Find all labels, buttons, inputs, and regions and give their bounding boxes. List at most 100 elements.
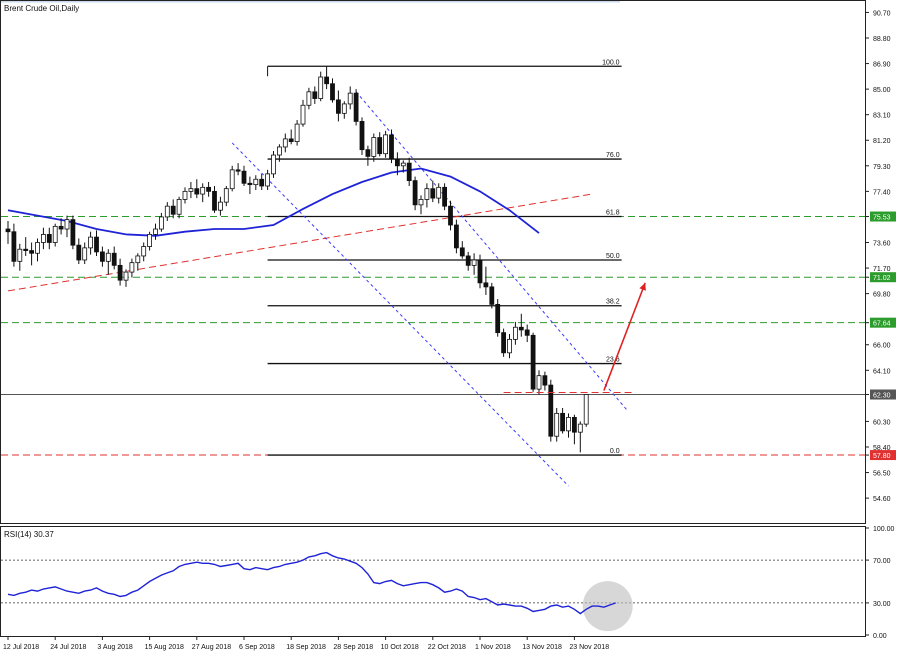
price-tag-19 bbox=[870, 450, 896, 461]
candle-57 bbox=[341, 101, 347, 119]
candle-63 bbox=[377, 132, 383, 157]
candle-25 bbox=[153, 223, 158, 240]
fib-label-2: 61.8 bbox=[606, 210, 620, 217]
trendlines-layer bbox=[7, 91, 628, 487]
axis-layer: 90.70 88.80 86.90 85.00 83.10 81.20 79.30 77.40… bbox=[3, 10, 896, 651]
candle-42 bbox=[253, 175, 259, 191]
candle-58 bbox=[347, 86, 353, 110]
candle-81 bbox=[483, 266, 489, 295]
candle-79 bbox=[471, 253, 477, 275]
candle-21 bbox=[129, 258, 135, 278]
candle-body bbox=[141, 246, 147, 257]
candle-85 bbox=[507, 333, 512, 359]
candle-body bbox=[400, 162, 406, 167]
candle-body bbox=[513, 326, 518, 340]
candle-body bbox=[82, 247, 88, 261]
candle-1 bbox=[11, 223, 17, 267]
candle-12 bbox=[76, 238, 82, 265]
candle-13 bbox=[82, 242, 88, 265]
rsi-line bbox=[7, 551, 616, 615]
candle-38 bbox=[229, 165, 235, 192]
candle-56 bbox=[335, 90, 341, 122]
fib-label-4: 38.2 bbox=[606, 299, 620, 306]
candle-43 bbox=[259, 173, 265, 191]
candle-body bbox=[76, 244, 82, 261]
price-label-4: 83.10 bbox=[873, 113, 891, 120]
candle-0 bbox=[5, 220, 11, 244]
candle-body bbox=[518, 326, 524, 331]
date-label-5: 6 Sep 2018 bbox=[239, 644, 275, 651]
candle-52 bbox=[312, 86, 318, 104]
price-label-19: 57.80 bbox=[873, 453, 891, 460]
price-label-1: 88.80 bbox=[873, 36, 891, 43]
candle-45 bbox=[271, 151, 276, 178]
candle-73 bbox=[436, 183, 442, 204]
candle-body bbox=[430, 188, 436, 199]
candle-97 bbox=[577, 421, 583, 453]
price-label-9: 73.60 bbox=[873, 240, 891, 247]
candle-body bbox=[489, 286, 495, 305]
candle-40 bbox=[241, 165, 247, 186]
candle-body bbox=[23, 248, 29, 251]
candle-body bbox=[41, 234, 46, 243]
candle-body bbox=[306, 91, 312, 106]
candle-body bbox=[253, 178, 259, 186]
candle-body bbox=[318, 76, 324, 99]
candle-body bbox=[129, 262, 135, 273]
candle-70 bbox=[418, 195, 424, 215]
candle-body bbox=[94, 236, 99, 253]
candle-20 bbox=[123, 269, 129, 287]
price-label-6: 79.30 bbox=[873, 164, 891, 171]
candle-body bbox=[235, 169, 241, 172]
candle-body bbox=[335, 99, 341, 114]
candle-body bbox=[247, 182, 253, 186]
candle-body bbox=[324, 76, 330, 85]
candle-14 bbox=[88, 231, 93, 255]
fib-label-6: 0.0 bbox=[610, 448, 620, 455]
channel-lower-line bbox=[231, 142, 569, 487]
candle-body bbox=[70, 219, 76, 246]
candle-5 bbox=[35, 238, 40, 262]
candle-55 bbox=[330, 78, 335, 103]
candle-body bbox=[583, 394, 589, 425]
candle-body bbox=[206, 186, 212, 192]
candle-body bbox=[406, 162, 412, 182]
candle-body bbox=[5, 228, 11, 233]
candle-body bbox=[330, 83, 335, 101]
candle-7 bbox=[46, 227, 52, 250]
candle-body bbox=[111, 252, 117, 266]
candle-27 bbox=[164, 202, 170, 221]
candle-61 bbox=[365, 145, 371, 166]
candle-54 bbox=[324, 66, 330, 90]
candle-84 bbox=[501, 328, 507, 357]
candle-53 bbox=[318, 71, 324, 102]
candle-body bbox=[371, 137, 377, 157]
date-label-9: 22 Oct 2018 bbox=[428, 644, 466, 651]
candle-body bbox=[530, 334, 536, 390]
candle-body bbox=[548, 384, 554, 437]
candle-body bbox=[448, 205, 453, 226]
candle-body bbox=[135, 255, 141, 264]
candle-body bbox=[176, 199, 182, 215]
candle-body bbox=[271, 154, 276, 175]
candle-93 bbox=[554, 407, 560, 442]
date-label-0: 12 Jul 2018 bbox=[3, 644, 39, 651]
candle-body bbox=[471, 259, 477, 266]
overlay-layer bbox=[503, 282, 646, 393]
price-label-2: 86.90 bbox=[873, 62, 891, 69]
candle-39 bbox=[235, 163, 241, 176]
candle-body bbox=[88, 236, 93, 249]
candle-91 bbox=[542, 371, 548, 391]
candle-body bbox=[52, 225, 58, 243]
date-label-6: 18 Sep 2018 bbox=[286, 644, 326, 651]
candle-6 bbox=[41, 227, 46, 250]
candle-69 bbox=[412, 176, 418, 211]
rsi-tick-label-1: 70.00 bbox=[873, 558, 891, 565]
fib-label-5: 23.6 bbox=[606, 357, 620, 364]
candle-31 bbox=[188, 181, 194, 199]
channel-upper-line bbox=[355, 91, 628, 411]
candle-8 bbox=[52, 223, 58, 247]
date-label-1: 24 Jul 2018 bbox=[50, 644, 86, 651]
candle-71 bbox=[424, 183, 430, 208]
candle-3 bbox=[23, 237, 29, 256]
